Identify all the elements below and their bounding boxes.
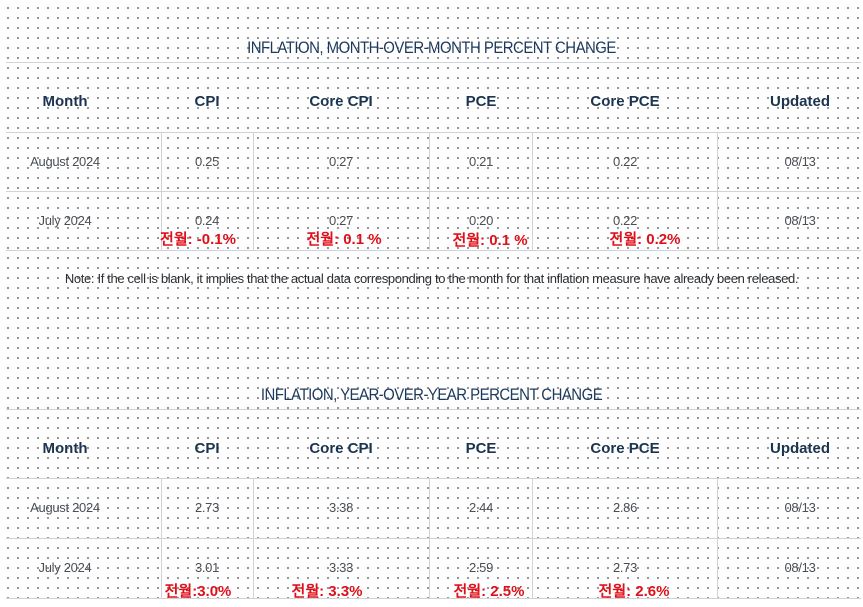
yoy-table-top-rule [6,409,861,410]
mom-core-pce-prev-annotation: 전월: 0.2% [609,231,681,248]
mom-col-divider [429,132,430,250]
yoy-pce-prev-annotation: 전월: 2.5% [453,583,525,600]
mom-jul-core-pce: 0.22 [612,213,638,228]
mom-aug-pce: 0.21 [468,154,494,169]
yoy-header-pce: PCE [465,440,497,457]
mom-pce-prev-annotation: 전월: 0.1 % [452,232,528,249]
yoy-aug-core-pce: 2.86 [612,500,638,515]
mom-header-cpi: CPI [194,93,220,110]
yoy-aug-updated: 08/13 [784,500,816,515]
yoy-jul-month: July 2024 [38,560,92,575]
yoy-col-divider [429,478,430,598]
yoy-cpi-prev-annotation: 전월:3.0% [164,583,232,600]
mom-aug-core-cpi: 0.27 [328,154,354,169]
yoy-header-rule [6,478,861,479]
yoy-jul-cpi: 3.01 [194,560,220,575]
yoy-header-core-cpi: Core CPI [309,440,373,457]
yoy-col-divider [717,478,718,598]
yoy-header-core-pce: Core PCE [590,440,660,457]
mom-jul-cpi: 0.24 [194,213,220,228]
yoy-header-updated: Updated [770,440,830,457]
mom-col-divider [717,132,718,250]
yoy-jul-updated: 08/13 [784,560,816,575]
yoy-col-divider [161,478,162,598]
mom-cpi-prev-annotation: 전월: -0.1% [160,231,236,248]
mom-jul-pce: 0.20 [468,213,494,228]
yoy-row-rule [6,538,861,539]
mom-core-cpi-prev-annotation: 전월: 0.1 % [306,231,382,248]
mom-header-core-cpi: Core CPI [309,93,373,110]
mom-col-divider [161,132,162,250]
yoy-jul-pce: 2.59 [468,560,494,575]
mom-table-top-rule [6,62,861,63]
mom-header-updated: Updated [770,93,830,110]
yoy-bottom-rule [6,598,861,599]
mom-bottom-rule [6,250,861,251]
yoy-jul-core-cpi: 3.33 [328,560,354,575]
yoy-col-divider [532,478,533,598]
yoy-table-title: INFLATION, YEAR-OVER-YEAR PERCENT CHANGE [260,385,603,404]
mom-aug-updated: 08/13 [784,154,816,169]
yoy-core-cpi-prev-annotation: 전월: 3.3% [291,583,363,600]
table-note: Note: If the cell is blank, it implies t… [64,271,799,286]
yoy-aug-pce: 2.44 [468,500,494,515]
mom-header-pce: PCE [465,93,497,110]
mom-header-month: Month [42,93,88,110]
yoy-jul-core-pce: 2.73 [612,560,638,575]
yoy-col-divider [253,478,254,598]
mom-header-rule [6,132,861,133]
mom-aug-month: August 2024 [30,154,100,169]
mom-row-rule [6,191,861,192]
yoy-aug-core-cpi: 3.38 [328,500,354,515]
mom-header-core-pce: Core PCE [590,93,660,110]
mom-aug-core-pce: 0.22 [612,154,638,169]
mom-col-divider [532,132,533,250]
yoy-aug-cpi: 2.73 [194,500,220,515]
mom-jul-updated: 08/13 [784,213,816,228]
mom-col-divider [253,132,254,250]
yoy-core-pce-prev-annotation: 전월: 2.6% [598,583,670,600]
mom-jul-month: July 2024 [38,213,92,228]
mom-table-title: INFLATION, MONTH-OVER-MONTH PERCENT CHAN… [247,38,616,57]
yoy-aug-month: August 2024 [30,500,100,515]
yoy-header-cpi: CPI [194,440,220,457]
mom-aug-cpi: 0.25 [194,154,220,169]
yoy-header-month: Month [42,440,88,457]
mom-jul-core-cpi: 0.27 [328,213,354,228]
